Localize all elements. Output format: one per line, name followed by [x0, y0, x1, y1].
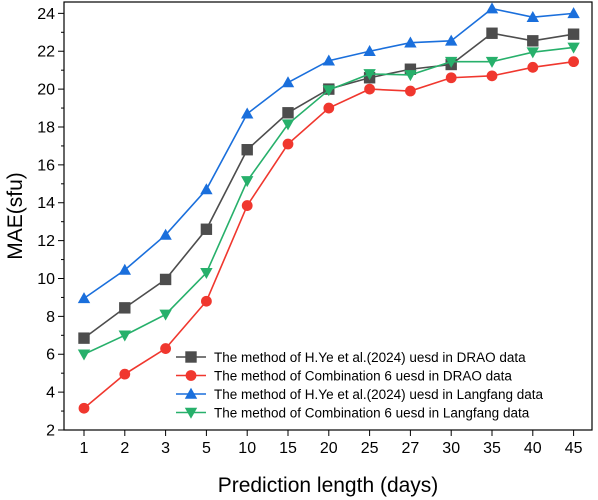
legend-item: The method of H.Ye et al.(2024) uesd in …: [176, 387, 543, 402]
data-point: [526, 10, 539, 22]
series-line: [83, 7, 574, 300]
data-point: [241, 200, 253, 211]
data-point: [486, 27, 498, 39]
y-tick-label: 22: [37, 44, 55, 61]
data-point: [200, 268, 213, 280]
data-point: [282, 138, 294, 150]
legend-marker: [185, 370, 197, 381]
data-point: [159, 228, 172, 240]
x-tick-label: 40: [524, 440, 542, 457]
x-axis: 1 2 3 5 10 15 20 25 27 30 35 40 45: [80, 430, 583, 457]
legend-item: The method of Combination 6 uesd in DRAO…: [176, 369, 512, 384]
data-point: [485, 2, 499, 14]
data-point: [404, 70, 417, 82]
x-tick-label: 3: [161, 440, 170, 457]
data-point: [445, 56, 458, 68]
legend-label: The method of H.Ye et al.(2024) uesd in …: [214, 387, 543, 402]
data-point: [364, 83, 375, 95]
data-point: [527, 35, 539, 47]
data-point: [363, 45, 376, 57]
data-point: [119, 302, 131, 314]
data-point: [486, 70, 498, 82]
series-4: [77, 42, 580, 361]
data-point: [160, 343, 172, 354]
data-point: [322, 54, 335, 66]
x-tick-label: 1: [80, 440, 89, 457]
legend-label: The method of Combination 6 uesd in DRAO…: [214, 369, 512, 384]
data-point: [568, 56, 579, 68]
data-point: [485, 56, 499, 68]
data-point: [527, 61, 539, 73]
data-point: [159, 309, 172, 321]
series-line: [83, 32, 574, 339]
y-tick-label: 16: [37, 157, 55, 174]
x-tick-label: 20: [320, 440, 338, 457]
data-point: [281, 76, 295, 88]
data-point: [445, 34, 458, 46]
x-tick-label: 30: [442, 440, 460, 457]
y-tick-label: 10: [37, 271, 55, 288]
data-point: [78, 402, 90, 414]
y-tick-label: 6: [46, 347, 55, 364]
legend-marker: [184, 387, 198, 399]
data-point: [78, 332, 90, 344]
series-2: [78, 56, 579, 414]
data-point: [159, 273, 172, 286]
x-tick-label: 25: [361, 440, 379, 457]
x-axis-title: Prediction length (days): [218, 474, 439, 497]
legend-item: The method of H.Ye et al.(2024) uesd in …: [176, 350, 526, 365]
legend-label: The method of H.Ye et al.(2024) uesd in …: [214, 350, 526, 365]
data-point: [322, 85, 335, 97]
series-3: [77, 2, 580, 304]
y-tick-label: 20: [37, 82, 55, 99]
data-point: [526, 47, 539, 59]
y-tick-label: 2: [46, 423, 55, 440]
data-point: [567, 42, 580, 54]
y-tick-label: 4: [46, 385, 55, 402]
x-tick-label: 2: [120, 440, 129, 457]
series-layer: [77, 2, 580, 414]
y-tick-label: 12: [37, 233, 55, 250]
data-point: [200, 223, 213, 235]
x-tick-label: 15: [279, 440, 297, 457]
y-tick-label: 8: [46, 309, 55, 326]
y-tick-label: 18: [37, 119, 55, 136]
y-tick-label: 24: [37, 6, 55, 23]
legend-marker: [184, 407, 198, 419]
data-point: [201, 295, 212, 307]
data-point: [241, 144, 253, 156]
data-point: [119, 368, 131, 380]
data-point: [323, 102, 335, 114]
x-tick-label: 35: [483, 440, 501, 457]
legend: The method of H.Ye et al.(2024) uesd in …: [176, 350, 543, 421]
data-point: [567, 7, 580, 19]
y-tick-label: 14: [37, 195, 55, 212]
data-point: [77, 349, 91, 361]
data-point: [281, 119, 295, 131]
series-1: [78, 27, 580, 344]
plot-frame: [63, 1, 593, 431]
data-point: [363, 69, 376, 81]
data-point: [118, 330, 131, 342]
data-point: [404, 36, 417, 48]
data-point: [445, 72, 457, 84]
legend-item: The method of Combination 6 uesd in Lang…: [176, 406, 530, 421]
legend-marker: [185, 351, 197, 363]
data-point: [200, 183, 213, 195]
x-tick-label: 45: [565, 440, 583, 457]
data-point: [118, 263, 131, 275]
data-point: [405, 85, 416, 97]
legend-label: The method of Combination 6 uesd in Lang…: [214, 406, 530, 421]
data-point: [241, 107, 254, 119]
x-tick-label: 5: [202, 440, 211, 457]
data-point: [567, 28, 580, 40]
data-point: [77, 292, 91, 304]
data-point: [241, 176, 254, 188]
x-tick-label: 27: [402, 440, 420, 457]
y-axis-title: MAE(sfu): [4, 172, 27, 260]
data-point: [282, 107, 294, 119]
x-tick-label: 10: [238, 440, 256, 457]
